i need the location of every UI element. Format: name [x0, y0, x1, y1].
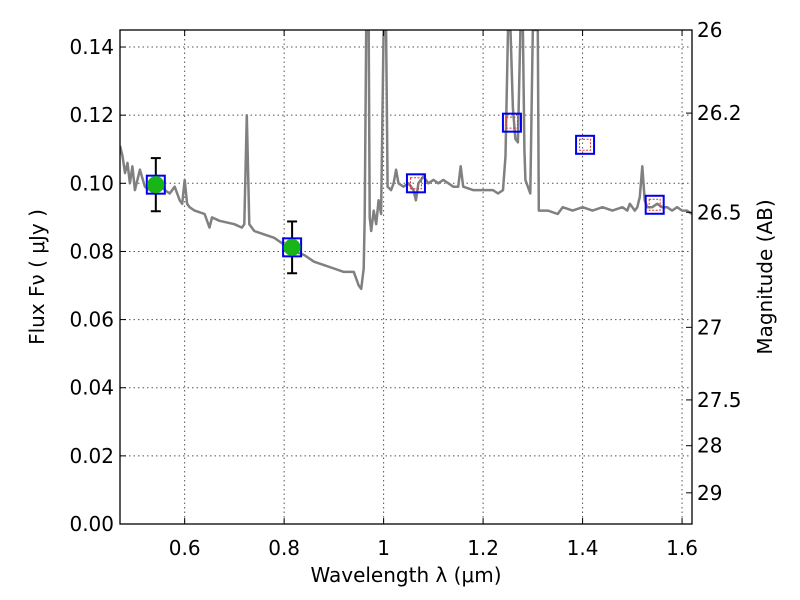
marker-layer	[145, 112, 665, 275]
y-tick-label: 0.00	[69, 512, 114, 536]
observed-point	[283, 238, 301, 256]
series-layer	[120, 30, 692, 291]
x-axis-title: Wavelength λ (μm)	[310, 563, 501, 587]
observed-point	[147, 176, 165, 194]
y-tick-label: 0.02	[69, 444, 114, 468]
model-box-inner	[648, 198, 661, 211]
model-box-marker	[575, 134, 596, 155]
right-tick-label: 27	[697, 315, 722, 339]
series-line-model-sed	[120, 30, 692, 291]
model-box-inner	[579, 138, 592, 151]
model-box-inner	[409, 177, 422, 190]
y-tick-label: 0.04	[69, 376, 114, 400]
model-box-marker	[405, 173, 426, 194]
model-box-marker	[644, 194, 665, 215]
model-box-marker	[145, 174, 166, 195]
tick-layer: 0.6 0.8 1 1.2 1.4 1.6 0.00 0.02 0.04 0.06 0.08 0.10…	[69, 18, 741, 560]
y-axis-title: Flux Fν ( μJy )	[25, 209, 49, 345]
plot-frame	[119, 29, 693, 525]
x-tick-label: 0.8	[268, 536, 300, 560]
y-tick-label: 0.14	[69, 35, 114, 59]
x-tick-label: 1.2	[467, 536, 499, 560]
right-axis-title: Magnitude (AB)	[753, 199, 777, 354]
x-tick-label: 1	[377, 536, 390, 560]
x-tick-label: 1.6	[666, 536, 698, 560]
right-tick-label: 26.2	[697, 101, 742, 125]
x-tick-label: 0.6	[169, 536, 201, 560]
right-tick-label: 26	[697, 18, 722, 42]
y-tick-label: 0.08	[69, 239, 114, 263]
right-tick-label: 28	[697, 434, 722, 458]
x-tick-label: 1.4	[567, 536, 599, 560]
y-tick-label: 0.12	[69, 103, 114, 127]
model-box-marker	[282, 237, 303, 258]
right-tick-label: 26.5	[697, 200, 742, 224]
right-tick-label: 27.5	[697, 388, 742, 412]
right-tick-label: 29	[697, 481, 722, 505]
y-tick-label: 0.10	[69, 171, 114, 195]
y-tick-label: 0.06	[69, 308, 114, 332]
model-box-marker	[501, 112, 522, 133]
model-box-inner	[505, 116, 518, 129]
